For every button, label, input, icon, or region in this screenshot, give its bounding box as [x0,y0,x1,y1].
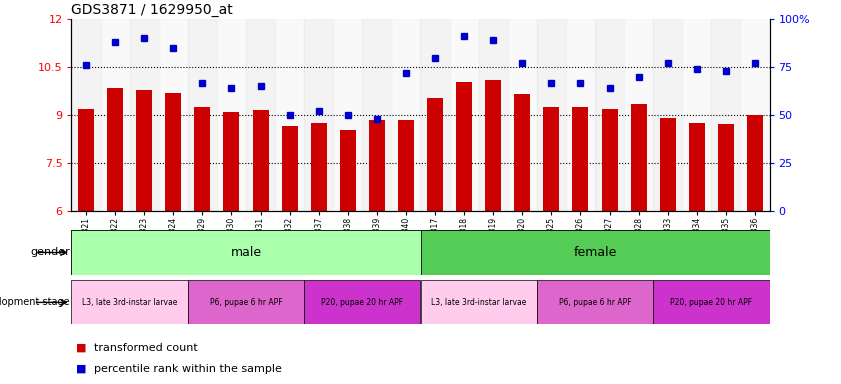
Text: development stage: development stage [0,297,70,308]
Bar [166,93,182,211]
Bar [543,107,559,211]
Bar [450,19,479,211]
Bar [427,98,443,211]
Bar [573,107,589,211]
Bar [718,124,734,211]
Bar [653,280,770,324]
Bar [217,19,246,211]
Bar [101,19,130,211]
Bar [369,120,385,211]
Text: L3, late 3rd-instar larvae: L3, late 3rd-instar larvae [82,298,177,307]
Bar [246,19,275,211]
Bar [252,111,268,211]
Bar [653,19,682,211]
Bar [420,230,770,275]
Bar [188,280,304,324]
Bar [275,19,304,211]
Text: gender: gender [30,247,70,258]
Bar [391,19,420,211]
Bar [747,115,763,211]
Bar [304,280,420,324]
Bar [601,109,617,211]
Bar [310,123,326,211]
Bar [282,126,298,211]
Bar [515,94,531,211]
Bar [537,280,653,324]
Bar [304,19,333,211]
Bar [194,107,210,211]
Bar [456,82,472,211]
Bar [689,123,705,211]
Bar [398,120,414,211]
Bar [740,19,770,211]
Bar [78,109,94,211]
Bar [159,19,188,211]
Bar [711,19,740,211]
Text: GDS3871 / 1629950_at: GDS3871 / 1629950_at [71,3,233,17]
Text: P6, pupae 6 hr APF: P6, pupae 6 hr APF [558,298,632,307]
Bar [107,88,123,211]
Bar [71,19,101,211]
Bar [485,80,501,211]
Text: percentile rank within the sample: percentile rank within the sample [94,364,282,374]
Bar [624,19,653,211]
Bar [479,19,508,211]
Text: L3, late 3rd-instar larvae: L3, late 3rd-instar larvae [431,298,526,307]
Bar [508,19,537,211]
Bar [188,19,217,211]
Bar [659,118,675,211]
Bar [130,19,159,211]
Bar [537,19,566,211]
Bar [333,19,362,211]
Bar [566,19,595,211]
Bar [136,89,152,211]
Bar [362,19,391,211]
Text: ■: ■ [76,364,86,374]
Bar [420,19,450,211]
Bar [71,280,188,324]
Text: ■: ■ [76,343,86,353]
Bar [420,280,537,324]
Text: P20, pupae 20 hr APF: P20, pupae 20 hr APF [321,298,404,307]
Bar [682,19,711,211]
Bar [224,112,240,211]
Bar [71,230,420,275]
Text: P20, pupae 20 hr APF: P20, pupae 20 hr APF [670,298,753,307]
Bar [595,19,624,211]
Text: female: female [574,246,616,259]
Text: male: male [230,246,262,259]
Bar [631,104,647,211]
Text: P6, pupae 6 hr APF: P6, pupae 6 hr APF [209,298,283,307]
Text: transformed count: transformed count [94,343,198,353]
Bar [340,130,356,211]
